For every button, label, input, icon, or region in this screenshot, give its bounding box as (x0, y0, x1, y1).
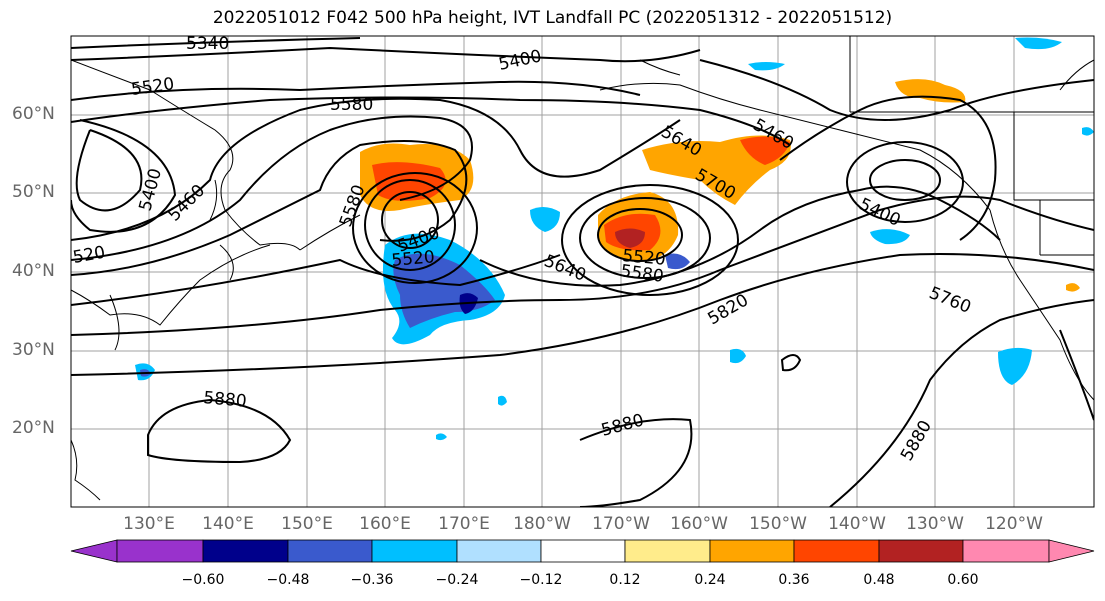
colorbar-tick-label: −0.60 (181, 572, 225, 588)
lon-label: 180°W (513, 514, 571, 534)
colorbar-tick-label: 0.24 (694, 572, 726, 588)
map-frame (70, 35, 1095, 508)
contour-label: 5880 (203, 388, 248, 412)
lon-label: 120°W (985, 514, 1043, 534)
lat-label: 50°N (12, 182, 55, 202)
ivt-positive-shading (360, 79, 1080, 292)
colorbar-extend-low (70, 539, 118, 563)
ivt-negative-shading (135, 37, 1094, 441)
contour-label: 5520 (622, 246, 667, 270)
lon-label: 140°E (202, 514, 254, 534)
borders (849, 36, 1094, 256)
colorbar-tick-label: 0.60 (947, 572, 979, 588)
contour-label: 5340 (186, 34, 229, 54)
colorbar-tick-label: −0.48 (266, 572, 310, 588)
lon-label: 150°E (281, 514, 333, 534)
colorbar-tick-label: −0.36 (350, 572, 394, 588)
map-title: 2022051012 F042 500 hPa height, IVT Land… (212, 8, 893, 28)
lon-label: 130°E (123, 514, 175, 534)
lon-label: 140°W (828, 514, 886, 534)
colorbar-tick-label: 0.12 (609, 572, 641, 588)
colorbar-tick-label: 0.36 (778, 572, 810, 588)
contour-label: 5520 (391, 247, 436, 271)
lon-label: 130°W (906, 514, 964, 534)
colorbar-tick-label: −0.24 (435, 572, 479, 588)
lon-label: 160°E (359, 514, 411, 534)
lat-label: 40°N (12, 261, 55, 281)
colorbar-tick-label: −0.12 (519, 572, 563, 588)
coastlines (71, 59, 1094, 501)
lat-label: 30°N (12, 340, 55, 360)
height-contours (71, 37, 1094, 507)
lon-label: 170°E (438, 514, 490, 534)
graticule (71, 36, 1094, 507)
lat-label: 20°N (12, 418, 55, 438)
colorbar-extend-high (1048, 539, 1095, 563)
contour-label: 5580 (330, 95, 373, 115)
lat-label: 60°N (12, 104, 55, 124)
colorbar (70, 539, 1095, 563)
lon-label: 170°W (592, 514, 650, 534)
lon-label: 160°W (670, 514, 728, 534)
colorbar-tick-label: 0.48 (863, 572, 895, 588)
lon-label: 150°W (749, 514, 807, 534)
